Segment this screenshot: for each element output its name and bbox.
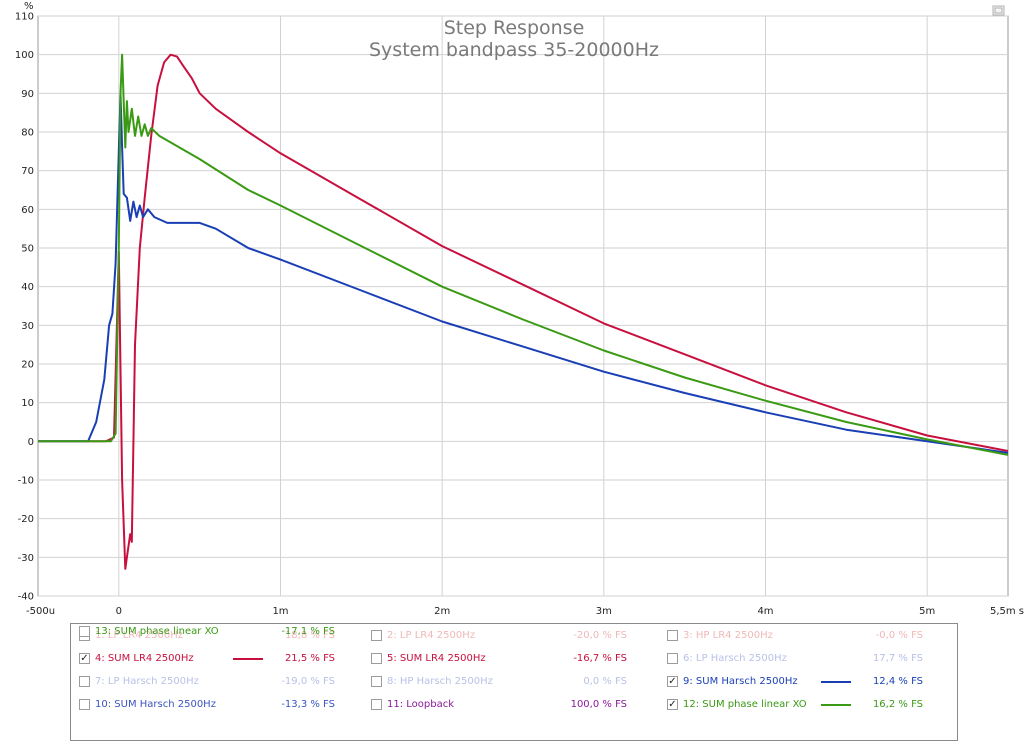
legend-value: -19,0 % FS [281, 676, 335, 687]
legend-value: 17,7 % FS [872, 653, 923, 664]
legend-label: 4: SUM LR4 2500Hz [95, 653, 194, 664]
legend-item[interactable]: ✓ 12: SUM phase linear XO 16,2 % FS [667, 697, 952, 713]
legend-item[interactable]: 3: HP LR4 2500Hz -0,0 % FS [667, 628, 952, 644]
legend-checkbox[interactable] [371, 653, 382, 664]
legend-value: -16,7 % FS [573, 653, 627, 664]
legend-checkbox[interactable]: ✓ [79, 653, 90, 664]
series-line [38, 53, 1009, 570]
legend-label: 13: SUM phase linear XO [95, 626, 219, 637]
x-tick-label: 5,5m s [990, 606, 1024, 617]
legend-label: 10: SUM Harsch 2500Hz [95, 699, 216, 710]
legend-label: 2: LP LR4 2500Hz [387, 630, 475, 641]
legend-checkbox[interactable] [371, 630, 382, 641]
legend-value: 21,5 % FS [284, 653, 335, 664]
x-tick-label: 1m [272, 606, 288, 617]
legend-label: 12: SUM phase linear XO [683, 699, 807, 710]
legend-item[interactable]: 11: Loopback 100,0 % FS [371, 697, 656, 713]
legend-label: 3: HP LR4 2500Hz [683, 630, 773, 641]
y-tick-label: 110 [15, 12, 34, 23]
x-tick-label: -500u [26, 606, 55, 617]
legend-value: -17,1 % FS [281, 626, 335, 637]
y-axis-unit-label: % [24, 1, 34, 12]
legend-item[interactable]: 5: SUM LR4 2500Hz -16,7 % FS [371, 651, 656, 667]
y-tick-label: 90 [21, 89, 34, 100]
y-tick-label: 40 [21, 282, 34, 293]
x-tick-label: 2m [434, 606, 450, 617]
series-line [38, 92, 1009, 454]
legend-item[interactable]: ✓ 9: SUM Harsch 2500Hz 12,4 % FS [667, 674, 952, 690]
legend-value: -0,0 % FS [875, 630, 923, 641]
y-tick-label: -10 [18, 476, 34, 487]
series-lines [38, 53, 1009, 570]
legend-label: 7: LP Harsch 2500Hz [95, 676, 199, 687]
legend-item[interactable]: 13: SUM phase linear XO -17,1 % FS [79, 624, 364, 640]
legend-value: 18,8 % FS [284, 630, 335, 641]
legend-value: -20,0 % FS [573, 630, 627, 641]
legend-checkbox[interactable] [79, 699, 90, 710]
y-tick-label: 10 [21, 398, 34, 409]
y-tick-label: 80 [21, 128, 34, 139]
legend-label: 6: LP Harsch 2500Hz [683, 653, 787, 664]
grid [38, 15, 1008, 597]
legend-line-swatch [821, 704, 851, 706]
y-tick-label: 60 [21, 205, 34, 216]
legend-item[interactable]: 2: LP LR4 2500Hz -20,0 % FS [371, 628, 656, 644]
legend-value: 0,0 % FS [583, 676, 627, 687]
legend-checkbox[interactable] [667, 653, 678, 664]
chart-subtitle: System bandpass 35-20000Hz [369, 39, 659, 61]
legend-value: 16,2 % FS [872, 699, 923, 710]
legend-label: 9: SUM Harsch 2500Hz [683, 676, 798, 687]
legend-label: 11: Loopback [387, 699, 455, 710]
y-tick-label: -40 [18, 592, 34, 603]
legend-value: 12,4 % FS [872, 676, 923, 687]
y-tick-label: -30 [18, 553, 34, 564]
plot-background [37, 15, 1009, 597]
window-resize-grip[interactable] [992, 5, 1005, 16]
x-tick-label: 4m [757, 606, 773, 617]
legend-line-swatch [821, 681, 851, 683]
y-tick-label: 30 [21, 321, 34, 332]
series-line [38, 53, 1009, 456]
y-tick-label: 100 [15, 50, 34, 61]
x-axis-ticks: -500u 0 1m 2m 3m 4m 5m 5,5m s [26, 606, 1024, 617]
legend-item[interactable]: 7: LP Harsch 2500Hz -19,0 % FS [79, 674, 364, 690]
legend-item[interactable]: ✓ 4: SUM LR4 2500Hz 21,5 % FS [79, 651, 364, 667]
legend-checkbox[interactable] [79, 626, 90, 637]
y-tick-label: 50 [21, 244, 34, 255]
chart-title: Step Response [444, 17, 585, 39]
legend-checkbox[interactable]: ✓ [667, 699, 678, 710]
y-tick-label: 0 [28, 437, 34, 448]
x-tick-label: 3m [596, 606, 612, 617]
legend-label: 5: SUM LR4 2500Hz [387, 653, 486, 664]
legend-value: 100,0 % FS [570, 699, 627, 710]
x-tick-label: 0 [116, 606, 122, 617]
y-tick-label: 70 [21, 166, 34, 177]
legend-checkbox[interactable] [371, 676, 382, 687]
legend-label: 8: HP Harsch 2500Hz [387, 676, 493, 687]
x-tick-label: 5m [919, 606, 935, 617]
legend-checkbox[interactable] [371, 699, 382, 710]
y-tick-label: -20 [18, 514, 34, 525]
legend-checkbox[interactable] [79, 676, 90, 687]
legend-checkbox[interactable] [667, 630, 678, 641]
legend-checkbox[interactable]: ✓ [667, 676, 678, 687]
legend-value: -13,3 % FS [281, 699, 335, 710]
legend-item[interactable]: 8: HP Harsch 2500Hz 0,0 % FS [371, 674, 656, 690]
legend-item[interactable]: 6: LP Harsch 2500Hz 17,7 % FS [667, 651, 952, 667]
y-tick-label: 20 [21, 360, 34, 371]
legend-item[interactable]: 10: SUM Harsch 2500Hz -13,3 % FS [79, 697, 364, 713]
legend-panel: 1: LP LR4 2500Hz 18,8 % FS 2: LP LR4 2500H… [70, 623, 958, 741]
legend-line-swatch [233, 658, 263, 660]
legend-label: 1: LP LR4 2500Hz [95, 630, 183, 641]
